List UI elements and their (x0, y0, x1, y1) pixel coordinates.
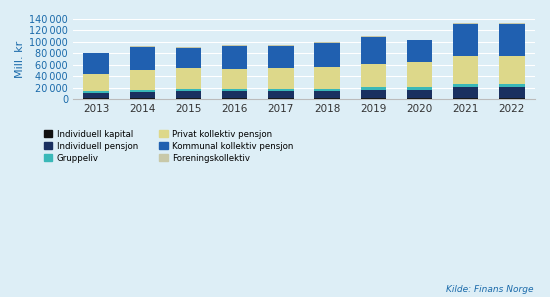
Bar (268, 68, 294, 89)
Bar (129, 92, 155, 98)
Bar (315, 91, 340, 98)
Bar (315, 98, 340, 99)
Bar (83, 53, 109, 74)
Bar (268, 91, 294, 98)
Bar (268, 45, 294, 46)
Bar (83, 98, 109, 99)
Bar (175, 91, 201, 98)
Bar (407, 90, 432, 98)
Bar (499, 56, 525, 84)
Bar (129, 46, 155, 47)
Bar (453, 24, 478, 56)
Bar (361, 87, 386, 90)
Bar (315, 42, 340, 67)
Bar (222, 91, 248, 98)
Bar (407, 98, 432, 99)
Bar (315, 89, 340, 91)
Bar (175, 89, 201, 91)
Bar (129, 98, 155, 99)
Bar (175, 98, 201, 99)
Bar (361, 64, 386, 87)
Bar (315, 67, 340, 89)
Bar (453, 87, 478, 98)
Bar (361, 36, 386, 37)
Bar (361, 37, 386, 64)
Bar (499, 87, 525, 98)
Y-axis label: Mill. kr: Mill. kr (15, 41, 25, 78)
Bar (453, 56, 478, 84)
Bar (361, 90, 386, 98)
Bar (499, 84, 525, 87)
Bar (499, 24, 525, 56)
Bar (222, 45, 248, 46)
Bar (499, 23, 525, 24)
Bar (222, 46, 248, 69)
Bar (83, 93, 109, 98)
Bar (268, 89, 294, 91)
Bar (175, 47, 201, 48)
Bar (222, 89, 248, 91)
Bar (407, 62, 432, 87)
Bar (129, 70, 155, 90)
Bar (83, 91, 109, 93)
Bar (453, 23, 478, 24)
Bar (222, 98, 248, 99)
Bar (407, 87, 432, 90)
Bar (453, 84, 478, 87)
Bar (268, 98, 294, 99)
Bar (361, 98, 386, 99)
Bar (175, 68, 201, 89)
Bar (268, 46, 294, 68)
Bar (129, 47, 155, 70)
Legend: Individuell kapital, Individuell pensjon, Gruppeliv, Privat kollektiv pensjon, K: Individuell kapital, Individuell pensjon… (40, 126, 297, 166)
Bar (222, 69, 248, 89)
Text: Kilde: Finans Norge: Kilde: Finans Norge (446, 285, 534, 294)
Bar (499, 98, 525, 99)
Bar (129, 90, 155, 92)
Bar (407, 40, 432, 62)
Bar (175, 48, 201, 68)
Bar (83, 74, 109, 91)
Bar (453, 98, 478, 99)
